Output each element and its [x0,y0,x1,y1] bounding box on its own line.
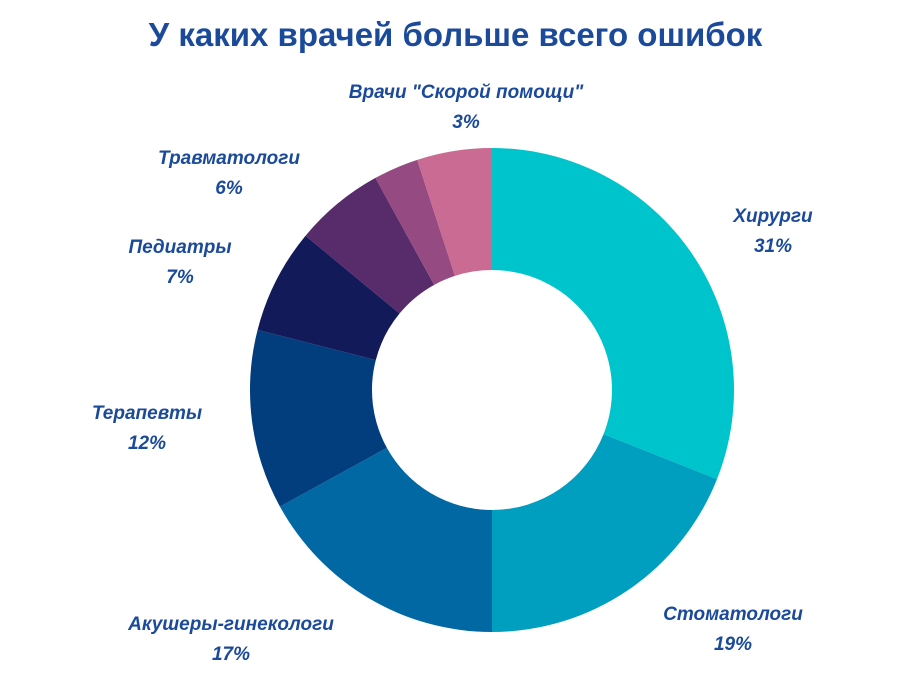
slice-label: Акушеры-гинекологи [127,614,334,635]
slice-7 [375,159,455,285]
slice-label: Стоматологи [663,604,803,625]
slice-label: Хирурги [732,206,813,227]
slice-6 [305,177,435,314]
slice-value-label: 31% [754,236,792,257]
slice-value-label: 6% [215,178,243,199]
chart-title: У каких врачей больше всего ошибок [148,16,763,53]
slice-label: Педиатры [128,237,231,258]
slice-value-label: 12% [128,433,166,454]
slice-8 [417,148,492,276]
slice-1 [492,148,734,480]
slice-5 [257,235,400,361]
slice-value-label: 3% [452,112,480,133]
slice-label: Терапевты [92,403,202,424]
slice-4 [250,329,387,507]
slice-2 [492,434,718,632]
slice-value-label: 7% [166,267,194,288]
slice-3 [279,447,492,632]
slice-value-label: 19% [714,634,752,655]
slice-value-label: 17% [212,644,250,665]
slice-label: Травматологи [158,148,300,169]
slice-label: Врачи "Скорой помощи" [349,82,584,103]
